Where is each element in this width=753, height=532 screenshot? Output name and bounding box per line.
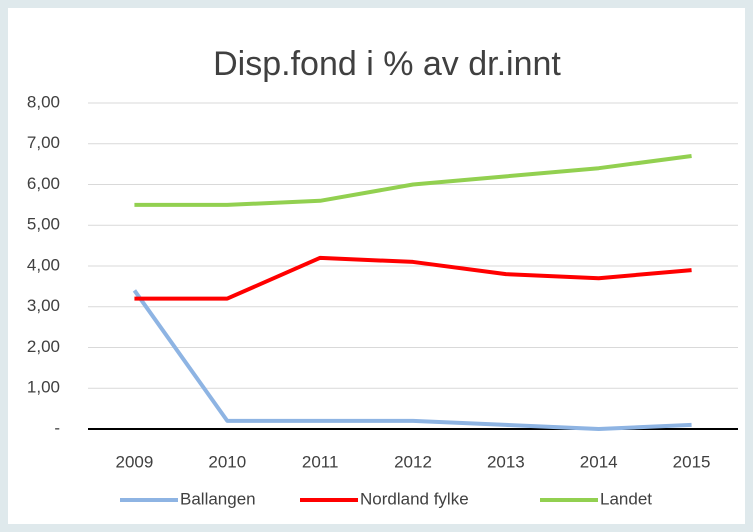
legend-label: Landet	[600, 489, 652, 508]
y-tick-label: 1,00	[27, 378, 60, 397]
y-tick-label: 8,00	[27, 92, 60, 111]
x-tick-label: 2011	[302, 452, 339, 471]
y-tick-label: 7,00	[27, 133, 60, 152]
series-line	[134, 153, 692, 207]
x-tick-label: 2010	[208, 452, 246, 471]
y-tick-label: 2,00	[27, 337, 60, 356]
legend-label: Nordland fylke	[360, 489, 469, 508]
y-tick-label: 4,00	[27, 255, 60, 274]
x-tick-label: 2014	[580, 452, 618, 471]
x-tick-label: 2012	[394, 452, 432, 471]
x-tick-label: 2015	[673, 452, 711, 471]
series-line	[134, 255, 692, 301]
x-tick-label: 2009	[116, 452, 154, 471]
y-tick-label: 3,00	[27, 296, 60, 315]
y-tick-label: 6,00	[27, 174, 60, 193]
y-tick-label: 5,00	[27, 215, 60, 234]
series-line	[132, 289, 692, 431]
chart-title: Disp.fond i % av dr.innt	[213, 45, 561, 83]
x-tick-label: 2013	[487, 452, 525, 471]
y-tick-label: -	[54, 418, 60, 437]
legend-label: Ballangen	[180, 489, 256, 508]
